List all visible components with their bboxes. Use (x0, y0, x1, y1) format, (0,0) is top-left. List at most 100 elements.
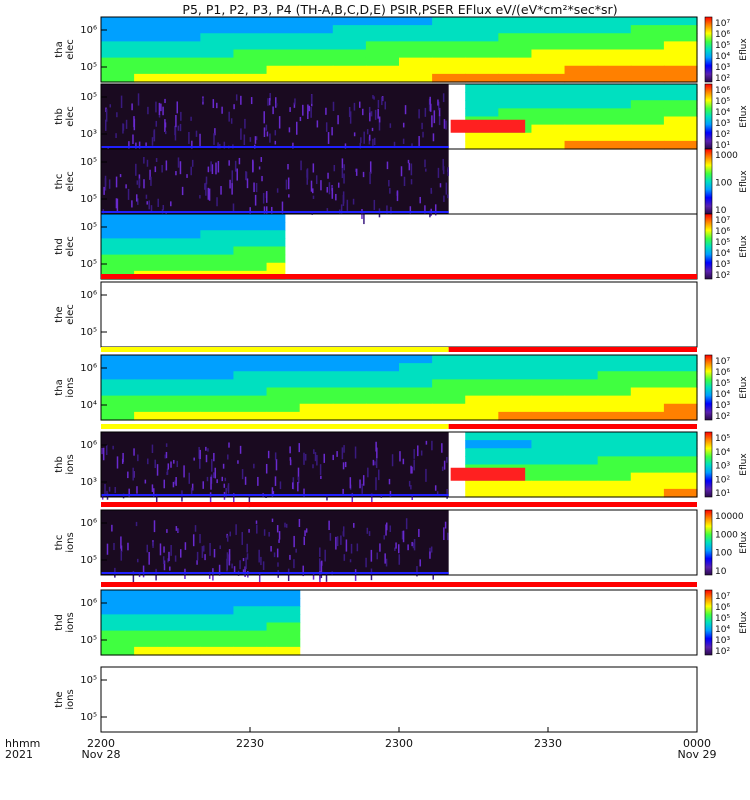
spectrogram-noise (252, 159, 254, 173)
colorbar-tick-label: 10² (715, 412, 730, 422)
spectrogram-noise (289, 107, 291, 112)
spectrogram-noise (331, 127, 333, 136)
panel-probe-label: thd (54, 614, 65, 631)
spectrogram-noise (320, 561, 323, 574)
spectrogram-cell (564, 33, 599, 42)
spectrogram-noise (298, 443, 301, 453)
spectrogram-noise (389, 490, 392, 497)
spectrogram-cell (200, 57, 235, 67)
spectrogram-noise (208, 188, 211, 201)
spectrogram-cell (200, 606, 235, 615)
spectrogram-cell (597, 379, 632, 389)
colorbar-tick-label: 10³ (715, 119, 730, 129)
spectrogram-noise (370, 549, 373, 562)
spectrogram-noise (153, 488, 155, 498)
spectrogram-noise (202, 98, 204, 102)
spectrogram-cell (564, 371, 599, 380)
spectrogram-noise (170, 544, 172, 556)
spectrogram-cell (597, 464, 632, 474)
spectrogram-cell (101, 254, 135, 264)
colorbar-tick-label: 10³ (715, 462, 730, 472)
spectrogram-cell (101, 638, 135, 648)
spectrogram-noise (269, 93, 271, 101)
spectrogram-cell (498, 49, 533, 59)
spectrogram-cell (465, 108, 499, 118)
spectrogram-cell (134, 41, 168, 51)
spectrogram-cell (200, 230, 235, 239)
spectrogram-cell (332, 379, 367, 389)
spectrogram-cell (101, 622, 135, 632)
spectrogram-cell (332, 371, 367, 380)
spectrogram-cell (663, 456, 698, 466)
spectrogram-noise (296, 121, 298, 135)
colorbar (704, 431, 713, 498)
spectrogram-cell (432, 25, 466, 34)
spectrogram-cell (498, 432, 533, 441)
spectrogram-noise (151, 137, 154, 146)
colorbar-label: Eflux (739, 611, 749, 634)
spectrogram-noise (371, 493, 373, 503)
panel-probe-label: the (54, 691, 65, 707)
spectrogram-cell (200, 17, 235, 26)
spectrogram-noise (375, 441, 377, 452)
spectrogram-noise (356, 543, 359, 552)
spectrogram-cell (167, 630, 201, 640)
spectrogram-cell (167, 379, 201, 389)
spectrogram-noise (333, 164, 336, 172)
colorbar-tick-label: 10² (715, 130, 730, 140)
spectrogram-cell (465, 379, 499, 389)
spectrogram-noise (143, 157, 145, 164)
spectrogram-cell (266, 630, 301, 640)
spectrogram-cell (465, 395, 499, 405)
spectrogram-band (101, 146, 449, 148)
spectrogram-noise (400, 166, 403, 177)
spectrogram-cell (134, 49, 168, 59)
spectrogram-cell (531, 49, 566, 59)
spectrogram-cell (498, 387, 533, 397)
spectrogram-noise (260, 556, 262, 566)
spectrogram-cell (299, 65, 334, 75)
spectrogram-band (101, 211, 449, 213)
spectrogram-cell (531, 411, 566, 421)
spectrogram-noise (145, 142, 147, 146)
spectrogram-cell (531, 355, 566, 364)
spectrogram-noise (378, 469, 380, 481)
spectrogram-cell (564, 124, 599, 134)
panel-species-label: elec (65, 106, 76, 127)
spectrogram-cell (531, 464, 566, 474)
spectrogram-noise (246, 553, 249, 560)
spectrogram-noise (112, 445, 114, 450)
spectrogram-noise (147, 458, 149, 465)
spectrogram-cell (564, 84, 599, 93)
spectrogram-cell (630, 65, 665, 75)
spectrogram-cell (564, 116, 599, 126)
spectrogram-noise (345, 539, 348, 552)
spectrogram-cell (564, 403, 599, 413)
spectrogram-noise (221, 476, 224, 482)
spectrogram-noise (133, 448, 135, 456)
spectrogram-cell (200, 622, 235, 632)
colorbar-label: Eflux (739, 105, 749, 128)
spectrogram-noise (270, 546, 272, 552)
spectrogram-cell (167, 614, 201, 624)
spectrogram-noise (211, 164, 214, 175)
spectrogram-noise (410, 485, 412, 490)
spectrogram-noise (155, 120, 158, 127)
spectrogram-noise (104, 483, 106, 497)
spectrogram-cell (597, 472, 632, 482)
quality-flag-bar (448, 347, 697, 352)
time-axis-label-line1: hhmm (5, 737, 40, 750)
spectrogram-noise (162, 204, 165, 211)
spectrogram-noise (303, 452, 305, 465)
spectrogram-cell (399, 25, 433, 34)
spectrogram-cell (498, 33, 533, 42)
spectrogram-noise (405, 518, 408, 530)
spectrogram-noise (269, 133, 271, 143)
spectrogram-noise (276, 188, 279, 193)
panel-species-label: elec (65, 236, 76, 257)
spectrogram-noise (199, 458, 201, 469)
spectrogram-noise (216, 197, 218, 207)
spectrogram-noise (206, 476, 209, 482)
spectrogram-noise (446, 532, 449, 541)
spectrogram-cell (266, 638, 301, 648)
